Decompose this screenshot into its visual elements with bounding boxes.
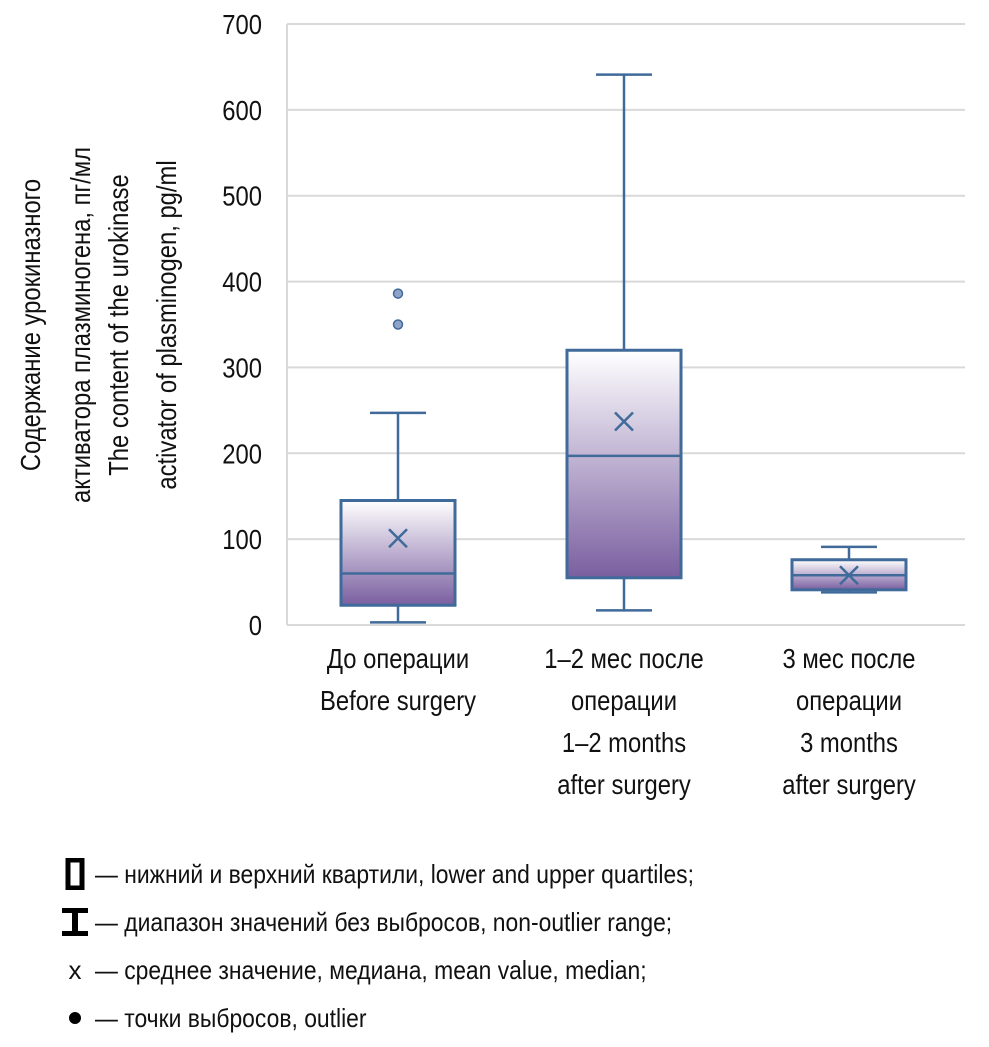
legend-text: — нижний и верхний квартили, lower and u… <box>95 858 694 889</box>
box-group <box>339 288 457 624</box>
x-category-label: 3 мес после <box>782 642 915 674</box>
x-category-label: операции <box>571 684 677 716</box>
y-tick-label: 0 <box>249 609 262 641</box>
box-icon <box>65 858 85 890</box>
y-axis-label-line: The content of the urokinase <box>102 174 134 475</box>
x-category-label: after surgery <box>557 768 691 800</box>
x-category-label: after surgery <box>782 768 916 800</box>
quartile-box <box>339 499 457 607</box>
y-axis-label-line: activator of plasminogen, pg/ml <box>150 160 182 489</box>
y-axis-label: Содержание урокиназного активатора плазми… <box>14 147 182 503</box>
y-tick-label: 200 <box>222 437 262 469</box>
y-axis-label-line: Содержание урокиназного <box>14 179 46 471</box>
y-tick-label: 700 <box>222 8 262 40</box>
x-category-label: 1–2 мес после <box>544 642 703 674</box>
y-axis-label-line: активатора плазминогена, пг/мл <box>64 147 96 503</box>
dot-icon <box>69 1012 81 1024</box>
legend-item: — нижний и верхний квартили, lower and u… <box>55 850 776 898</box>
x-category-label: операции <box>796 684 902 716</box>
legend-text: — точки выбросов, outlier <box>95 1002 367 1033</box>
mean-marker <box>614 411 634 432</box>
quartile-box <box>565 348 683 580</box>
y-tick-label: 400 <box>222 266 262 298</box>
y-tick-label: 300 <box>222 352 262 384</box>
legend-text: — диапазон значений без выбросов, non-ou… <box>95 906 673 937</box>
outlier-point <box>392 319 404 330</box>
x-category-label: Before surgery <box>320 684 476 716</box>
box-group <box>790 545 908 594</box>
y-tick-label: 100 <box>222 523 262 555</box>
legend-item: — точки выбросов, outlier <box>55 994 776 1042</box>
legend-item: x — среднее значение, медиана, mean valu… <box>55 946 776 994</box>
y-tick-label: 500 <box>222 180 262 212</box>
x-category-label: До операции <box>327 642 469 674</box>
mean-marker <box>839 565 859 586</box>
x-mark-icon: x <box>68 954 82 985</box>
box-group <box>565 73 683 612</box>
mean-marker <box>388 528 408 549</box>
x-category-label: 1–2 months <box>562 726 686 758</box>
legend: — нижний и верхний квартили, lower and u… <box>55 850 776 1042</box>
x-category-label: 3 months <box>800 726 898 758</box>
legend-text: — среднее значение, медиана, mean value,… <box>95 954 647 985</box>
y-tick-label: 600 <box>222 94 262 126</box>
legend-item: — диапазон значений без выбросов, non-ou… <box>55 898 776 946</box>
outlier-point <box>392 288 404 299</box>
boxplot-chart: Содержание урокиназного активатора плазми… <box>14 8 965 800</box>
whisker-icon <box>62 908 88 936</box>
